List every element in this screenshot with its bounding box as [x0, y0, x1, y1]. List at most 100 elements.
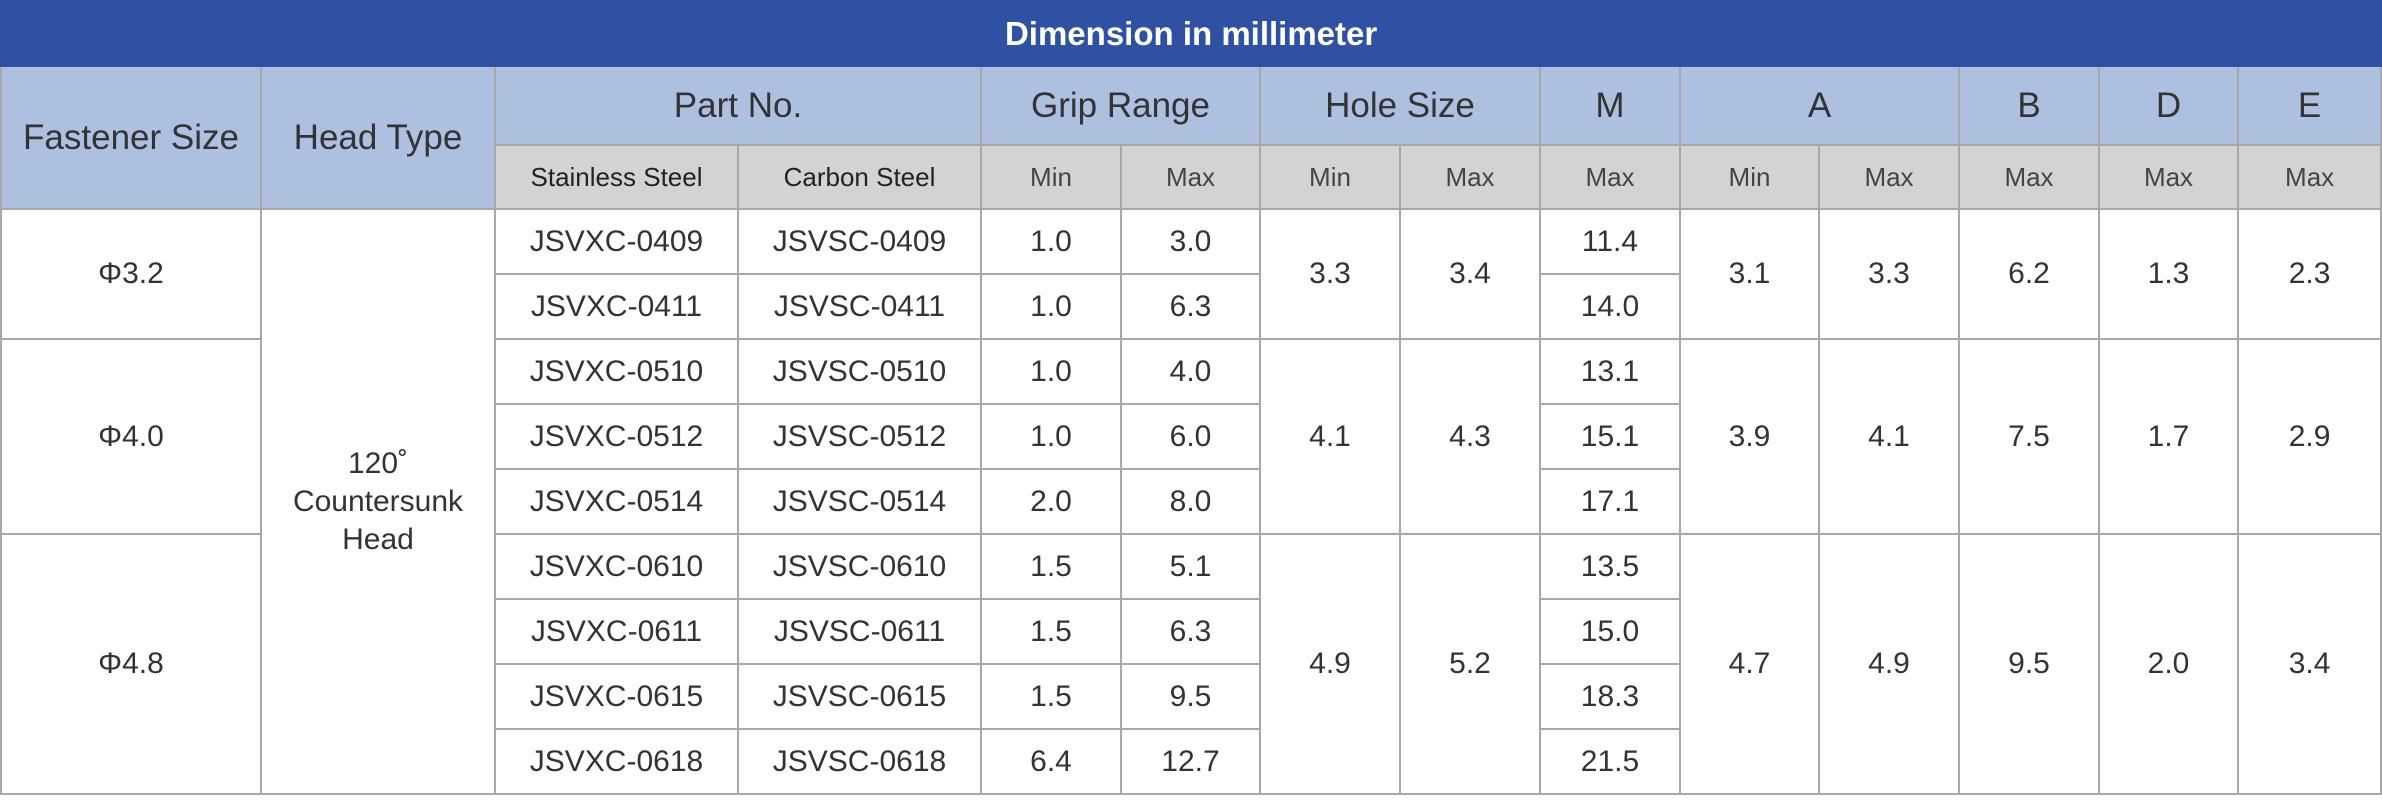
data-cell: 1.0: [980, 338, 1122, 405]
data-cell: JSVXC-0615: [494, 663, 739, 730]
data-cell: 5.2: [1399, 533, 1541, 795]
data-cell: 6.4: [980, 728, 1122, 795]
header-cell: A: [1679, 65, 1960, 146]
data-cell: 3.3: [1818, 208, 1960, 340]
table-row: JSVXC-0611 JSVSC-0611 1.5 6.3 15.0: [1, 598, 2381, 665]
subheader-cell: Max: [1539, 144, 1681, 210]
data-cell: 4.1: [1818, 338, 1960, 535]
data-cell: 3.4: [1399, 208, 1541, 340]
data-cell: JSVSC-0610: [737, 533, 982, 600]
data-cell: 17.1: [1539, 468, 1681, 535]
data-cell: 6.0: [1120, 403, 1261, 470]
data-cell: 9.5: [1120, 663, 1261, 730]
data-cell: JSVSC-0615: [737, 663, 982, 730]
data-cell: 11.4: [1539, 208, 1681, 275]
table-row: Φ4.0 JSVXC-0510 JSVSC-0510 1.0 4.0 4.1 4.3 13.1…: [0, 338, 2382, 535]
subheader-cell: Min: [1679, 144, 1820, 210]
header-cell: M: [1539, 65, 1681, 146]
data-cell: 7.5: [1958, 338, 2100, 535]
data-cell: JSVSC-0611: [737, 598, 982, 665]
data-cell: 5.1: [1120, 533, 1261, 600]
header-cell: E: [2236, 65, 2382, 146]
data-cell: JSVXC-0610: [494, 533, 739, 600]
table-row: JSVXC-0411 JSVSC-0411 1.0 6.3 14.0: [1, 273, 2381, 340]
data-cell: 1.0: [980, 208, 1122, 275]
subheader-row: Stainless Steel Carbon Steel Min Max Min Max M…: [1, 144, 2382, 210]
data-cell: 13.1: [1539, 338, 1681, 405]
data-cell: Φ4.8: [0, 533, 262, 795]
data-cell: 1.5: [980, 663, 1122, 730]
subheader-cell: Max: [2098, 144, 2239, 210]
data-cell: 4.1: [1259, 338, 1401, 535]
data-cell: 6.3: [1120, 598, 1261, 665]
data-cell: 2.9: [2236, 338, 2382, 535]
subheader-cell: Stainless Steel: [494, 144, 739, 210]
data-cell: JSVSC-0618: [737, 728, 982, 795]
table-row: JSVXC-0618 JSVSC-0618 6.4 12.7 21.5: [1, 728, 2381, 795]
data-cell: 6.3: [1120, 273, 1261, 340]
data-cell: JSVSC-0514: [737, 468, 982, 535]
data-cell: 120˚ Countersunk Head: [260, 208, 496, 795]
data-cell: JSVXC-0514: [494, 468, 739, 535]
data-cell: Φ3.2: [0, 208, 262, 340]
data-cell: 8.0: [1120, 468, 1261, 535]
table-row: JSVXC-0512 JSVSC-0512 1.0 6.0 15.1: [1, 403, 2381, 470]
subheader-cell: Max: [1958, 144, 2100, 210]
data-cell: 1.3: [2098, 208, 2239, 340]
data-cell: 21.5: [1539, 728, 1681, 795]
table-row: JSVXC-0514 JSVSC-0514 2.0 8.0 17.1: [1, 468, 2381, 535]
data-cell: 1.5: [980, 533, 1122, 600]
subheader-cell: Max: [1120, 144, 1261, 210]
data-cell: 15.1: [1539, 403, 1681, 470]
data-cell: 2.3: [2236, 208, 2382, 340]
data-cell: JSVSC-0510: [737, 338, 982, 405]
subheader-cell: Min: [980, 144, 1122, 210]
data-cell: JSVXC-0510: [494, 338, 739, 405]
data-cell: 18.3: [1539, 663, 1681, 730]
data-cell: 1.0: [980, 273, 1122, 340]
header-cell: D: [2098, 65, 2239, 146]
data-cell: 14.0: [1539, 273, 1681, 340]
data-cell: 13.5: [1539, 533, 1681, 600]
data-cell: JSVSC-0512: [737, 403, 982, 470]
data-cell: 2.0: [980, 468, 1122, 535]
data-cell: 4.7: [1679, 533, 1820, 795]
header-cell: B: [1958, 65, 2100, 146]
data-cell: 4.3: [1399, 338, 1541, 535]
data-cell: JSVSC-0411: [737, 273, 982, 340]
data-cell: JSVXC-0512: [494, 403, 739, 470]
header-cell: Fastener Size: [0, 65, 262, 210]
subheader-cell: Max: [2236, 144, 2382, 210]
table-row: JSVXC-0615 JSVSC-0615 1.5 9.5 18.3: [1, 663, 2381, 730]
data-cell: JSVXC-0411: [494, 273, 739, 340]
header-cell: Hole Size: [1259, 65, 1541, 146]
data-cell: 1.5: [980, 598, 1122, 665]
data-cell: JSVXC-0618: [494, 728, 739, 795]
data-cell: 3.1: [1679, 208, 1820, 340]
data-cell: 4.0: [1120, 338, 1261, 405]
data-cell: JSVXC-0409: [494, 208, 739, 275]
data-cell: 3.3: [1259, 208, 1401, 340]
header-cell: Part No.: [494, 65, 982, 146]
data-cell: Φ4.0: [0, 338, 262, 535]
subheader-cell: Carbon Steel: [737, 144, 982, 210]
data-cell: 4.9: [1259, 533, 1401, 795]
data-cell: 15.0: [1539, 598, 1681, 665]
data-cell: 1.7: [2098, 338, 2239, 535]
table-row: Φ3.2 120˚ Countersunk Head JSVXC-0409 JSVSC…: [0, 208, 2382, 795]
data-cell: 4.9: [1818, 533, 1960, 795]
subheader-cell: Max: [1399, 144, 1541, 210]
subheader-cell: Max: [1818, 144, 1960, 210]
data-cell: 3.9: [1679, 338, 1820, 535]
data-cell: 12.7: [1120, 728, 1261, 795]
data-cell: 3.0: [1120, 208, 1261, 275]
data-cell: 9.5: [1958, 533, 2100, 795]
data-cell: JSVXC-0611: [494, 598, 739, 665]
table-title: Dimension in millimeter: [0, 0, 2382, 67]
data-cell: 6.2: [1958, 208, 2100, 340]
data-cell: 2.0: [2098, 533, 2239, 795]
data-cell: 1.0: [980, 403, 1122, 470]
data-cell: JSVSC-0409: [737, 208, 982, 275]
